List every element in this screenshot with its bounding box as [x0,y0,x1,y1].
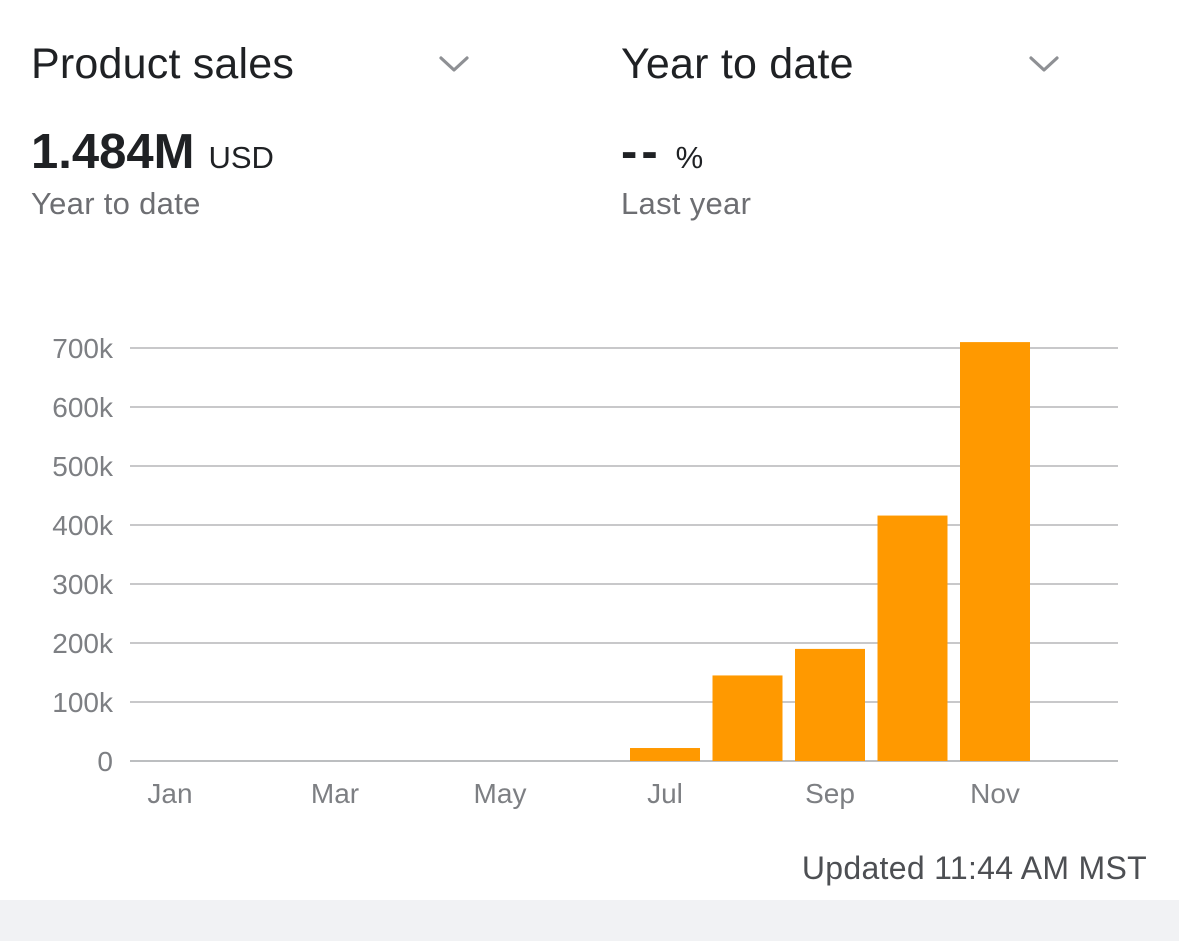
y-tick-label: 700k [52,333,114,364]
y-tick-label: 200k [52,628,114,659]
y-tick-label: 600k [52,392,114,423]
bar-nov [960,342,1030,761]
x-tick-label: Nov [970,778,1020,809]
date-range-selector-label: Year to date [621,39,854,88]
bar-aug [712,675,783,761]
sales-total-stat: 1.484M USD Year to date [31,124,274,222]
footer-band [0,900,1179,941]
sales-bar-chart: 0 100k 200k 300k 400k 500k 600k 700k Jan Mar May Ju… [52,333,1118,809]
x-tick-label: Jul [647,778,683,809]
chevron-down-icon [439,56,469,72]
metric-selector-label: Product sales [31,39,295,88]
updated-timestamp: Updated 11:44 AM MST [801,850,1147,886]
comparison-unit: % [675,140,704,175]
sales-total-value: 1.484M [31,125,195,179]
x-tick-label: Sep [805,778,855,809]
date-range-selector[interactable]: Year to date [621,36,1061,92]
y-tick-label: 0 [97,746,113,777]
y-tick-label: 500k [52,451,114,482]
comparison-caption: Last year [621,186,752,221]
x-tick-label: Jan [147,778,192,809]
y-tick-label: 300k [52,569,114,600]
metric-selector[interactable]: Product sales [31,36,471,92]
sales-total-unit: USD [208,140,274,175]
bar-oct [877,515,948,761]
sales-total-caption: Year to date [31,186,201,221]
y-tick-label: 100k [52,687,114,718]
bar-sep [795,648,865,761]
bar-jul [630,748,700,761]
comparison-stat: -- % Last year [621,124,751,222]
x-tick-label: Mar [311,778,359,809]
x-tick-label: May [474,778,527,809]
y-tick-label: 400k [52,510,114,541]
comparison-value: -- [621,125,662,179]
chevron-down-icon [1029,56,1059,72]
